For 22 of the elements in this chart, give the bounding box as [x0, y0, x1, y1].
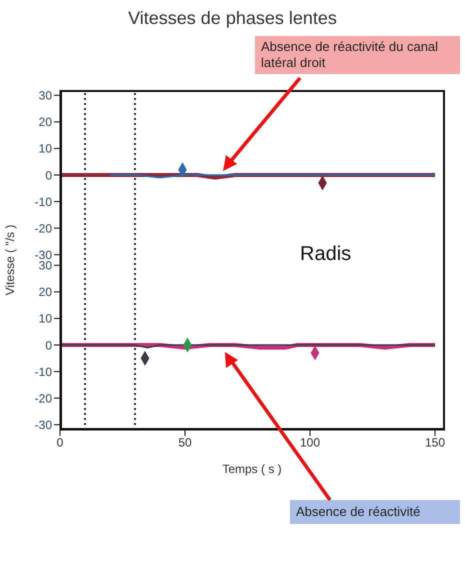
y-tick-label: 0	[45, 168, 52, 182]
y-tick-label: 20	[38, 115, 52, 130]
y-tick-label: -10	[34, 364, 52, 379]
y-tick-label: -20	[34, 221, 52, 236]
x-tick-label: 100	[300, 436, 320, 450]
x-tick-label: 50	[178, 436, 192, 450]
chart-title: Vitesses de phases lentes	[127, 8, 338, 29]
text: Absence de réactivité	[290, 500, 460, 524]
y-tick-label: 10	[38, 312, 52, 326]
text: Absence de réactivité du canal latéral droit	[255, 36, 460, 74]
x-tick-label: 150	[424, 436, 446, 450]
y-tick-label: -20	[34, 391, 52, 406]
y-tick-label: 10	[38, 142, 52, 156]
y-tick-label: 20	[38, 285, 52, 300]
y-tick-label: -30	[34, 418, 52, 432]
y-tick-label: 0	[45, 338, 52, 352]
y-tick-label: 30	[38, 88, 52, 103]
x-tick-label: 0	[56, 436, 64, 450]
y-axis-title: Vitesse ( "/s )	[3, 224, 17, 296]
annotation: Radis	[300, 243, 352, 266]
x-axis-title: Temps ( s )	[222, 462, 282, 476]
y-tick-label: -10	[34, 194, 52, 209]
